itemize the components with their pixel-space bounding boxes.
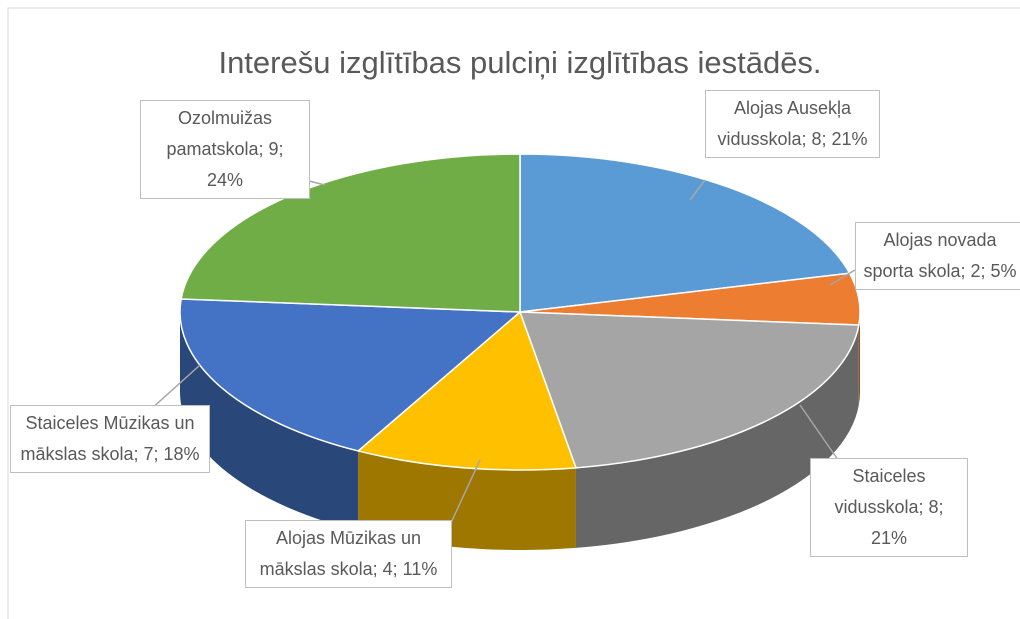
slice [519, 153, 851, 313]
chart-title: Interešu izglītības pulciņi izglītības i… [218, 45, 821, 80]
data-label: Alojas Ausekļa vidusskola; 8; 21% [705, 90, 880, 158]
slice [356, 310, 578, 471]
slice [518, 311, 860, 469]
slice-side [575, 325, 859, 548]
data-label: Staiceles Mūzikas un mākslas skola; 7; 1… [10, 405, 210, 473]
data-label: Staiceles vidusskola; 8; 21% [810, 458, 968, 557]
slice-side [858, 312, 861, 406]
chart-border [7, 7, 1020, 619]
leader-line [829, 269, 856, 286]
data-label: Ozolmuižas pamatskola; 9; 24% [140, 100, 310, 199]
slice-side [180, 312, 359, 531]
leader-line [689, 179, 706, 201]
leader-line [449, 459, 481, 526]
data-label: Alojas novada sporta skola; 2; 5% [855, 222, 1020, 290]
leader-line [149, 364, 201, 411]
slice [179, 298, 522, 452]
data-label: Alojas Mūzikas un mākslas skola; 4; 11% [245, 520, 452, 588]
